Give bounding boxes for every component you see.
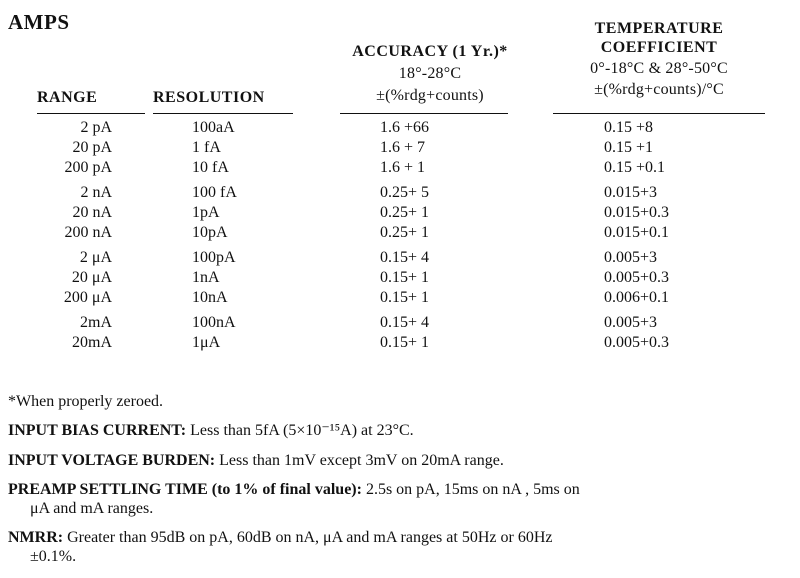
accuracy-cell: 1.6 + 7 <box>380 139 426 156</box>
resolution-cell: 1pA <box>192 204 220 221</box>
range-cell: 200 μA <box>63 289 112 306</box>
range-cell: 20 pA <box>72 139 112 156</box>
accuracy-cell: 0.15+ 4 <box>380 249 430 266</box>
header-accuracy-title: ACCURACY (1 Yr.)* <box>352 43 508 60</box>
header-resolution: RESOLUTION <box>153 89 265 106</box>
temp-coefficient-cell: 0.015+0.3 <box>604 204 670 221</box>
range-cell: 20mA <box>72 334 112 351</box>
accuracy-cell: 1.6 +66 <box>380 119 430 136</box>
range-cell: 200 pA <box>64 159 112 176</box>
header-temperature-coefficient: TEMPERATURE COEFFICIENT 0°-18°C & 28°-50… <box>548 20 770 99</box>
spec-label: PREAMP SETTLING TIME (to 1% of final val… <box>8 481 362 498</box>
accuracy-cell: 0.25+ 1 <box>380 224 430 241</box>
header-accuracy-temp-range: 18°-28°C <box>398 65 462 82</box>
spec-text-continued: ±0.1%. <box>30 548 77 565</box>
header-temp-title-line1: TEMPERATURE <box>594 20 724 37</box>
accuracy-cell: 0.25+ 1 <box>380 204 430 221</box>
spec-text: 2.5s on pA, 15ms on nA , 5ms on <box>365 481 580 498</box>
spec-preamp-settling-time: PREAMP SETTLING TIME (to 1% of final val… <box>8 480 792 518</box>
accuracy-cell: 0.15+ 1 <box>380 334 430 351</box>
temp-coefficient-cell: 0.15 +0.1 <box>604 159 666 176</box>
resolution-cell: 1nA <box>192 269 220 286</box>
range-cell: 2 pA <box>80 119 112 136</box>
resolution-cell: 100pA <box>192 249 236 266</box>
table-row: 20mA 1μA 0.15+ 1 0.005+0.3 <box>0 333 800 353</box>
spec-text: Less than 5fA (5×10⁻¹⁵A) at 23°C. <box>190 422 414 439</box>
table-row: 20 μA 1nA 0.15+ 1 0.005+0.3 <box>0 268 800 288</box>
temp-coefficient-cell: 0.015+3 <box>604 184 658 201</box>
header-rule-resolution <box>153 113 293 114</box>
table-row: 2 pA 100aA 1.6 +66 0.15 +8 <box>0 118 800 138</box>
header-accuracy-units: ±(%rdg+counts) <box>376 87 484 104</box>
accuracy-footnote: *When properly zeroed. <box>8 393 164 410</box>
accuracy-cell: 0.15+ 4 <box>380 314 430 331</box>
range-cell: 20 μA <box>71 269 112 286</box>
header-accuracy: ACCURACY (1 Yr.)* 18°-28°C ±(%rdg+counts… <box>320 43 540 105</box>
resolution-cell: 1μA <box>192 334 221 351</box>
range-cell: 200 nA <box>64 224 112 241</box>
temp-coefficient-cell: 0.15 +1 <box>604 139 654 156</box>
temp-coefficient-cell: 0.005+0.3 <box>604 334 670 351</box>
resolution-cell: 100aA <box>192 119 235 136</box>
table-row: 20 nA 1pA 0.25+ 1 0.015+0.3 <box>0 203 800 223</box>
table-row: 20 pA 1 fA 1.6 + 7 0.15 +1 <box>0 138 800 158</box>
resolution-cell: 10nA <box>192 289 228 306</box>
header-temp-units: ±(%rdg+counts)/°C <box>594 81 724 98</box>
header-rule-accuracy <box>340 113 508 114</box>
resolution-cell: 100nA <box>192 314 236 331</box>
spec-label: INPUT BIAS CURRENT: <box>8 422 187 439</box>
temp-coefficient-cell: 0.005+3 <box>604 314 658 331</box>
header-rule-range <box>37 113 145 114</box>
table-row: 2mA 100nA 0.15+ 4 0.005+3 <box>0 313 800 333</box>
temp-coefficient-cell: 0.015+0.1 <box>604 224 670 241</box>
spec-input-voltage-burden: INPUT VOLTAGE BURDEN: Less than 1mV exce… <box>8 451 792 470</box>
accuracy-cell: 0.15+ 1 <box>380 289 430 306</box>
spec-label: INPUT VOLTAGE BURDEN: <box>8 452 216 469</box>
table-row: 2 nA 100 fA 0.25+ 5 0.015+3 <box>0 183 800 203</box>
range-cell: 2 μA <box>79 249 112 266</box>
spec-text: Less than 1mV except 3mV on 20mA range. <box>219 452 504 469</box>
table-row: 200 pA 10 fA 1.6 + 1 0.15 +0.1 <box>0 158 800 178</box>
resolution-cell: 10pA <box>192 224 228 241</box>
resolution-cell: 10 fA <box>192 159 229 176</box>
header-range: RANGE <box>37 89 98 106</box>
temp-coefficient-cell: 0.005+3 <box>604 249 658 266</box>
header-rule-temp <box>553 113 765 114</box>
temp-coefficient-cell: 0.15 +8 <box>604 119 654 136</box>
spec-label: NMRR: <box>8 529 64 546</box>
spec-text-continued: μA and mA ranges. <box>30 500 154 517</box>
spec-nmrr: NMRR: Greater than 95dB on pA, 60dB on n… <box>8 528 792 566</box>
temp-coefficient-cell: 0.005+0.3 <box>604 269 670 286</box>
resolution-cell: 1 fA <box>192 139 221 156</box>
header-temp-range: 0°-18°C & 28°-50°C <box>590 60 728 77</box>
accuracy-cell: 0.15+ 1 <box>380 269 430 286</box>
table-row: 200 μA 10nA 0.15+ 1 0.006+0.1 <box>0 288 800 308</box>
range-cell: 20 nA <box>72 204 112 221</box>
accuracy-cell: 0.25+ 5 <box>380 184 430 201</box>
header-temp-title-line2: COEFFICIENT <box>600 39 718 56</box>
temp-coefficient-cell: 0.006+0.1 <box>604 289 670 306</box>
range-cell: 2mA <box>80 314 112 331</box>
range-cell: 2 nA <box>80 184 112 201</box>
resolution-cell: 100 fA <box>192 184 237 201</box>
spec-input-bias-current: INPUT BIAS CURRENT: Less than 5fA (5×10⁻… <box>8 421 792 440</box>
section-title: AMPS <box>8 10 70 34</box>
accuracy-cell: 1.6 + 1 <box>380 159 426 176</box>
table-row: 2 μA 100pA 0.15+ 4 0.005+3 <box>0 248 800 268</box>
table-row: 200 nA 10pA 0.25+ 1 0.015+0.1 <box>0 223 800 243</box>
spec-text: Greater than 95dB on pA, 60dB on nA, μA … <box>67 529 553 546</box>
